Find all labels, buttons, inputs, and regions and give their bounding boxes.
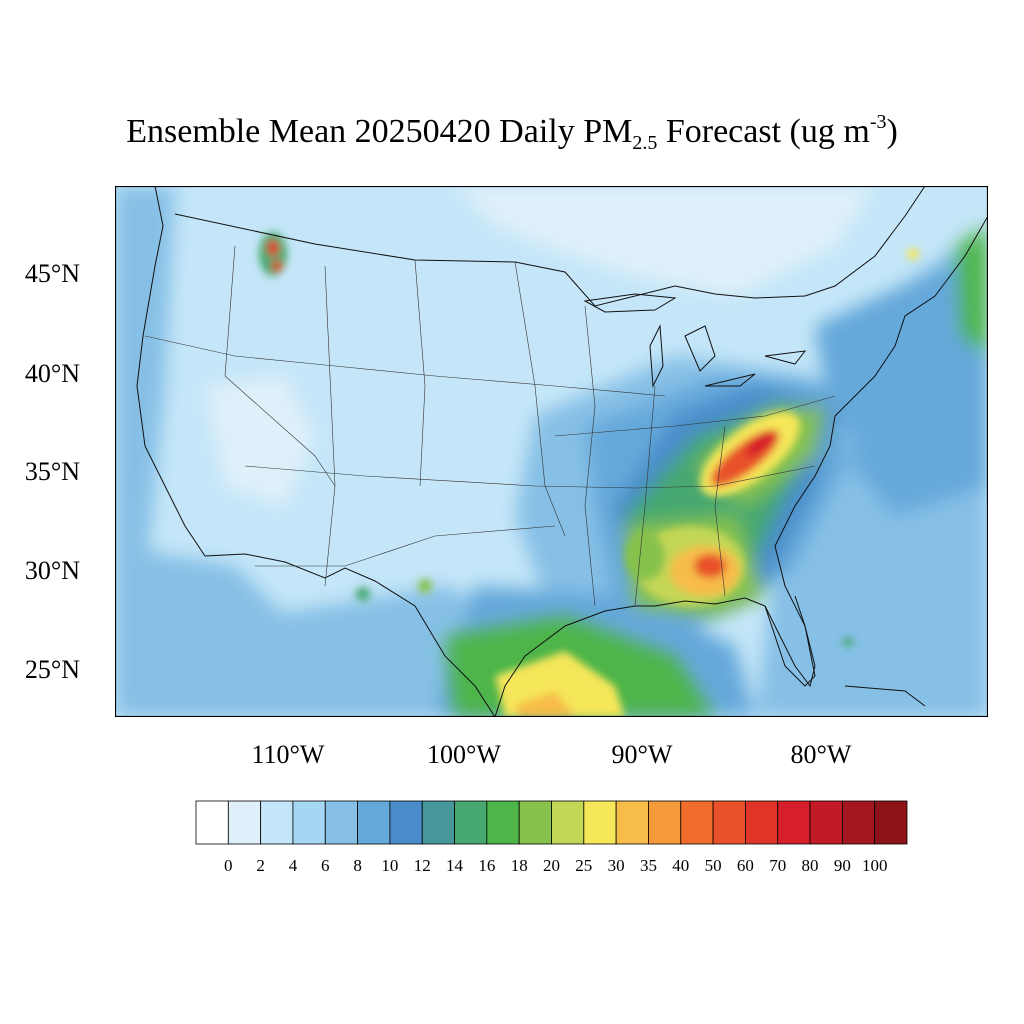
west-texas-spot-2 — [418, 579, 432, 593]
colorbar-box — [809, 800, 843, 845]
lon-label: 90°W — [611, 740, 673, 769]
colorbar-label: 0 — [224, 856, 233, 875]
colorbar-label: 18 — [510, 856, 528, 875]
montana-fire-south — [272, 260, 282, 272]
west-coast — [136, 186, 206, 557]
colorbar-box — [421, 800, 455, 845]
texas-gulf-coast-plume — [495, 651, 625, 717]
colorbar-box — [551, 800, 585, 845]
canada-clean-region — [455, 186, 875, 296]
state-line — [514, 261, 566, 537]
atlantic-mid-band — [815, 246, 988, 516]
cuba-coast — [844, 685, 926, 707]
state-line — [584, 305, 596, 607]
colorbar-label: 25 — [575, 856, 593, 875]
lat-label: 45°N — [24, 259, 80, 288]
colorbar-label: 14 — [446, 856, 463, 875]
colorbar-label: 100 — [861, 856, 888, 875]
lon-label: 80°W — [790, 740, 852, 769]
lat-label: 40°N — [24, 359, 80, 388]
map-frame — [115, 186, 988, 717]
colorbar-box — [357, 800, 391, 845]
colorbar-box — [648, 800, 682, 845]
colorbar-label: 20 — [543, 856, 560, 875]
lake-erie — [704, 373, 756, 387]
colorbar-box — [292, 800, 326, 845]
colorbar-box — [454, 800, 488, 845]
florida — [764, 595, 816, 688]
state-line — [244, 465, 816, 489]
bahamas-spot — [843, 637, 853, 647]
colorbar-label: 4 — [288, 856, 298, 875]
colorbar-label: 70 — [769, 856, 787, 875]
west-texas-spot — [356, 587, 370, 601]
great-basin-clean-region — [205, 376, 315, 506]
colorbar-box — [583, 800, 617, 845]
map-title: Ensemble Mean 20250420 Daily PM2.5 Forec… — [126, 111, 898, 154]
carolinas-virginia-core — [745, 431, 775, 457]
colorbar-boxes — [195, 800, 908, 845]
colorbar-box — [712, 800, 746, 845]
geographic-lines — [136, 186, 988, 717]
lat-label: 35°N — [24, 457, 80, 486]
colorbar-box — [389, 800, 423, 845]
canada-border — [174, 186, 926, 307]
colorbar-box — [874, 800, 908, 845]
lake-huron — [684, 325, 716, 372]
colorbar-label: 10 — [381, 856, 399, 875]
lat-label: 30°N — [24, 556, 80, 585]
colorbar-box — [841, 800, 876, 845]
pm25-map-panel — [115, 186, 988, 717]
colorbar-box — [745, 800, 779, 845]
state-line — [324, 265, 336, 587]
state-line — [414, 259, 426, 487]
state-line — [224, 245, 336, 487]
state-line — [255, 525, 556, 567]
colorbar-label: 80 — [801, 856, 819, 875]
colorbar-box — [324, 800, 358, 845]
lat-label: 25°N — [24, 655, 80, 684]
colorbar-label: 50 — [704, 856, 722, 875]
colorbar-label: 30 — [607, 856, 625, 875]
colorbar-label: 8 — [353, 856, 362, 875]
colorbar-box — [486, 800, 520, 845]
colorbar-label: 90 — [833, 856, 851, 875]
colorbar-box — [777, 800, 811, 845]
lake-ontario — [764, 350, 807, 365]
state-lines — [144, 245, 836, 607]
colorbar-label: 2 — [256, 856, 265, 875]
state-line — [554, 395, 836, 437]
state-line — [144, 335, 666, 397]
colorbar-label: 12 — [413, 856, 431, 875]
colorbar-label: 35 — [640, 856, 657, 875]
colorbar-box — [518, 800, 552, 845]
montana-fire — [267, 240, 279, 256]
louisiana-green — [625, 531, 665, 581]
state-line — [634, 385, 656, 607]
lake-michigan — [649, 324, 664, 388]
texas-orange-core — [515, 691, 575, 717]
pm-high-layers — [259, 232, 919, 717]
mexico-border — [204, 553, 496, 717]
colorbar-box — [227, 800, 262, 845]
lon-label: 100°W — [427, 740, 501, 769]
lake-superior — [583, 293, 677, 313]
colorbar-label: 60 — [736, 856, 754, 875]
colorbar-box — [260, 800, 294, 845]
lon-label: 110°W — [251, 740, 325, 769]
colorbar-label: 6 — [321, 856, 330, 875]
colorbar-label: 40 — [672, 856, 690, 875]
gulf-coast — [494, 215, 988, 717]
alabama-georgia-high — [694, 554, 726, 578]
colorbar-box — [615, 800, 649, 845]
state-line — [714, 425, 726, 597]
colorbar-box — [680, 800, 714, 845]
colorbar-label: 16 — [478, 856, 496, 875]
colorbar-box — [195, 800, 229, 845]
nova-scotia-spot — [907, 248, 919, 260]
